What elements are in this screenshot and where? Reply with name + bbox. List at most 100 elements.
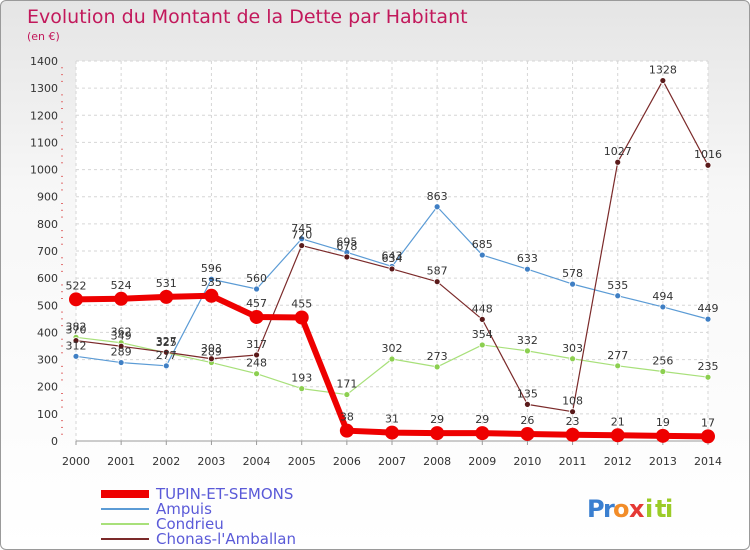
y-tick-label: 800 (37, 218, 58, 231)
data-point (475, 426, 490, 441)
data-label: 578 (562, 267, 583, 280)
x-tick-label: 2006 (333, 455, 361, 468)
data-point (69, 292, 83, 307)
data-point (524, 400, 531, 408)
data-point (430, 426, 445, 441)
data-point (478, 341, 486, 349)
data-label: 317 (246, 338, 267, 351)
data-point (343, 253, 351, 261)
data-label: 26 (520, 414, 534, 427)
legend-label: TUPIN-ET-SEMONS (155, 485, 293, 503)
data-point (253, 351, 260, 359)
data-label: 325 (156, 336, 177, 349)
data-point (253, 370, 260, 378)
brand-logo-letter: x (629, 495, 645, 523)
data-point (433, 278, 441, 286)
y-tick-label: 900 (37, 191, 58, 204)
data-point (569, 408, 576, 416)
data-point (162, 348, 170, 356)
data-point (704, 161, 712, 169)
y-tick-label: 400 (37, 326, 58, 339)
y-tick-label: 700 (37, 245, 58, 258)
data-point (610, 428, 625, 443)
data-label: 745 (291, 222, 312, 235)
data-point (388, 355, 396, 363)
data-label: 235 (698, 360, 719, 373)
data-point (524, 347, 531, 355)
data-label: 1016 (694, 148, 722, 161)
data-label: 643 (382, 249, 403, 262)
data-label: 327 (156, 335, 177, 348)
data-point (565, 427, 580, 442)
legend-label: Chonas-l'Amballan (156, 530, 296, 548)
data-point (659, 368, 667, 375)
legend-label: Ampuis (156, 500, 212, 518)
chart-unit-label: (en €) (27, 30, 60, 43)
data-point (294, 310, 309, 325)
brand-logo-letter: P (587, 495, 605, 523)
x-tick-label: 2014 (694, 455, 722, 468)
data-label: 535 (607, 279, 628, 292)
y-tick-label: 1200 (30, 109, 58, 122)
data-label: 289 (201, 346, 222, 359)
data-label: 332 (517, 334, 538, 347)
data-label: 382 (66, 320, 87, 333)
y-tick-label: 1400 (30, 55, 58, 68)
data-point (343, 391, 351, 398)
x-tick-label: 2004 (243, 455, 271, 468)
data-label: 596 (201, 262, 222, 275)
plot-area (76, 61, 708, 441)
data-point (520, 426, 535, 441)
data-label: 1027 (604, 145, 632, 158)
data-label: 248 (246, 357, 267, 370)
data-point (208, 355, 215, 363)
y-tick-label: 0 (51, 435, 58, 448)
x-tick-label: 2011 (559, 455, 587, 468)
data-label: 171 (336, 378, 357, 391)
chart-title: Evolution du Montant de la Dette par Hab… (27, 6, 468, 28)
data-label: 524 (111, 279, 132, 292)
data-label: 303 (562, 342, 583, 355)
data-point (569, 355, 576, 363)
y-tick-label: 100 (37, 408, 58, 421)
data-point (117, 342, 125, 350)
data-label: 449 (698, 302, 719, 315)
data-point (298, 242, 306, 249)
data-label: 256 (652, 355, 673, 368)
data-point (162, 362, 170, 370)
data-label: 349 (111, 329, 132, 342)
data-label: 633 (517, 252, 538, 265)
data-label: 587 (427, 265, 448, 278)
x-tick-label: 2002 (152, 455, 180, 468)
data-label: 312 (66, 339, 87, 352)
data-point (569, 280, 576, 288)
brand-logo-letter: r (603, 495, 615, 523)
data-point (388, 265, 396, 273)
data-label: 289 (111, 346, 132, 359)
data-point (704, 315, 712, 323)
data-label: 535 (201, 276, 222, 289)
y-tick-label: 200 (37, 381, 58, 394)
data-label: 277 (607, 349, 628, 362)
y-tick-label: 1000 (30, 164, 58, 177)
data-point (298, 235, 306, 243)
data-point (249, 309, 264, 324)
data-label: 193 (291, 372, 312, 385)
data-point (253, 285, 260, 293)
data-label: 370 (66, 324, 87, 337)
data-point (298, 385, 306, 393)
data-point (478, 251, 486, 259)
data-point (339, 423, 354, 438)
data-label: 560 (246, 272, 267, 285)
data-label: 29 (430, 413, 444, 426)
data-label: 31 (385, 413, 399, 426)
data-label: 531 (156, 277, 177, 290)
data-point (659, 77, 667, 84)
data-label: 354 (472, 328, 493, 341)
data-label: 1328 (649, 64, 677, 77)
x-tick-label: 2008 (423, 455, 451, 468)
data-label: 135 (517, 387, 538, 400)
x-tick-label: 2009 (468, 455, 496, 468)
data-label: 302 (382, 342, 403, 355)
